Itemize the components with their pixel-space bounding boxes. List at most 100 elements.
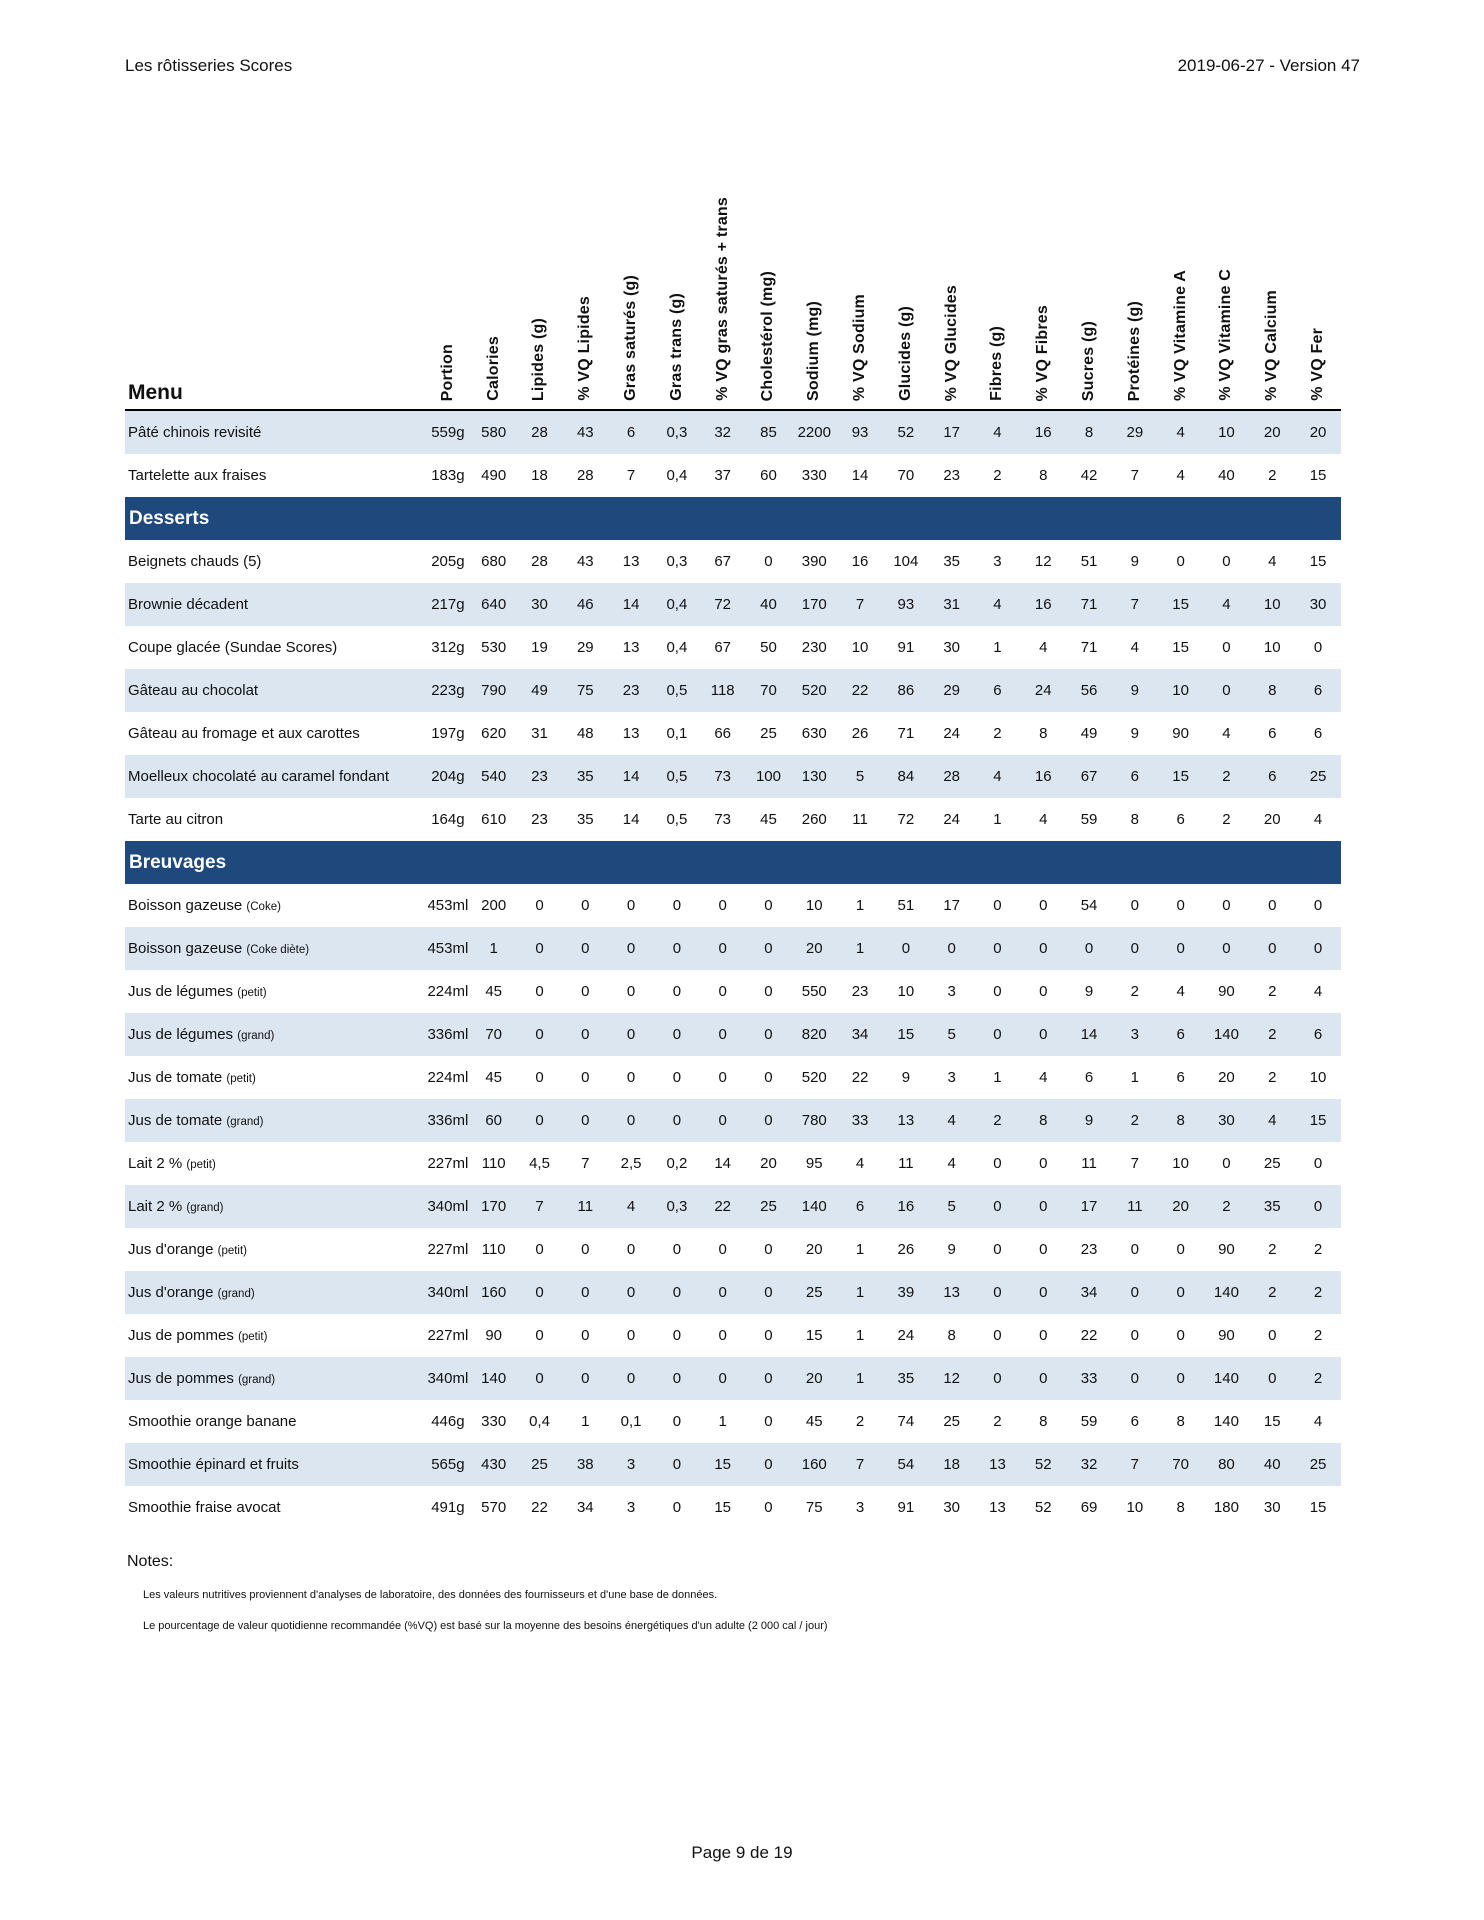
value-cell: 25	[745, 1185, 792, 1228]
value-cell: 73	[699, 755, 746, 798]
value-cell: 820	[791, 1013, 838, 1056]
value-cell: 4	[1130, 639, 1140, 656]
value-cell: 0	[1176, 1241, 1185, 1258]
value-cell: 5	[928, 1185, 975, 1228]
column-header: % VQ gras saturés + trans	[699, 172, 746, 411]
table-row: Jus de tomate (petit) 224ml 45 0 0 0 0 0 0 520 22 9…	[125, 1056, 1341, 1099]
value-cell: 30	[943, 1499, 960, 1516]
value-cell: 91	[897, 1499, 915, 1516]
value-cell: 67	[714, 639, 732, 656]
value-cell: 2	[1268, 467, 1277, 484]
value-cell: 0	[672, 1499, 682, 1516]
value-cell: 51	[897, 897, 915, 914]
value-cell: 15	[714, 1499, 732, 1516]
value-cell: 10	[1249, 583, 1296, 626]
menu-item-variant: (grand)	[237, 1030, 275, 1042]
value-cell: 9	[1084, 983, 1094, 1000]
value-cell: 2	[1249, 1013, 1296, 1056]
value-cell: 8	[1249, 669, 1296, 712]
value-cell: 90	[485, 1327, 503, 1344]
menu-item-variant: (grand)	[217, 1288, 255, 1300]
value-cell: 10	[1309, 1069, 1327, 1086]
value-cell: 0	[1157, 1357, 1204, 1400]
column-header: Calories	[470, 172, 517, 411]
value-cell: 160	[791, 1443, 838, 1486]
value-cell: 2	[993, 467, 1002, 484]
value-cell: 0	[626, 1327, 636, 1344]
document-title: Les rôtisseries Scores	[125, 56, 293, 75]
value-cell: 30	[1203, 1099, 1250, 1142]
column-header-label: Fibres (g)	[988, 326, 1006, 401]
value-cell: 197g	[431, 725, 465, 742]
value-cell: 0	[653, 1357, 700, 1400]
value-cell: 0	[699, 1357, 746, 1400]
value-cell: 18	[531, 467, 548, 484]
value-cell: 0	[699, 1013, 746, 1056]
value-cell: 0	[653, 1443, 700, 1486]
value-cell: 60	[470, 1099, 517, 1142]
value-cell: 0	[745, 1271, 792, 1314]
value-cell: 12	[1034, 553, 1052, 570]
value-cell: 13	[928, 1271, 975, 1314]
value-cell: 0	[718, 1241, 727, 1258]
value-cell: 0	[1157, 927, 1204, 970]
value-cell: 32	[1066, 1443, 1112, 1486]
value-cell: 29	[1111, 410, 1158, 454]
value-cell: 20	[1218, 1069, 1235, 1086]
menu-item-name: Tarte au citron	[128, 811, 224, 828]
value-cell: 5	[837, 755, 883, 798]
value-cell: 71	[1080, 639, 1098, 656]
page-number: Page 9 de 19	[691, 1843, 793, 1862]
value-cell: 0	[1020, 1357, 1067, 1400]
menu-item-name: Brownie décadent	[128, 596, 249, 613]
column-header: Sucres (g)	[1066, 172, 1112, 411]
menu-column-header: Menu	[125, 172, 425, 411]
value-cell: 30	[1263, 1499, 1281, 1516]
value-cell: 15	[1309, 553, 1327, 570]
value-cell: 0	[993, 897, 1002, 914]
value-cell: 7	[837, 583, 883, 626]
value-cell: 4	[608, 1185, 654, 1228]
value-cell: 13	[622, 639, 640, 656]
column-header: % VQ Fibres	[1020, 172, 1067, 411]
value-cell: 0	[764, 1499, 773, 1516]
value-cell: 40	[1249, 1443, 1296, 1486]
value-cell: 0	[653, 927, 700, 970]
value-cell: 446g	[431, 1413, 465, 1430]
value-cell: 6	[1176, 811, 1185, 828]
value-cell: 227ml	[427, 1327, 469, 1344]
value-cell: 1	[470, 927, 517, 970]
value-cell: 4	[1157, 410, 1204, 454]
value-cell: 0	[699, 1099, 746, 1142]
column-header: Gras trans (g)	[653, 172, 700, 411]
table-row: Coupe glacée (Sundae Scores) 312g 530 19 29 1…	[125, 626, 1341, 669]
value-cell: 336ml	[425, 1099, 471, 1142]
column-header-label: Lipides (g)	[530, 317, 548, 401]
value-cell: 28	[531, 553, 548, 570]
value-cell: 9	[901, 1069, 911, 1086]
value-cell: 0	[1222, 553, 1231, 570]
value-cell: 0,4	[529, 1413, 550, 1430]
menu-item-cell: Moelleux chocolaté au caramel fondant	[125, 755, 425, 798]
value-cell: 227ml	[427, 1155, 469, 1172]
value-cell: 0	[562, 1013, 609, 1056]
value-cell: 183g	[431, 467, 465, 484]
value-cell: 530	[481, 639, 507, 656]
menu-item-name: Gâteau au fromage et aux carottes	[128, 725, 360, 742]
value-cell: 40	[1218, 467, 1235, 484]
value-cell: 330	[801, 467, 827, 484]
value-cell: 104	[893, 553, 919, 570]
value-cell: 71	[1066, 583, 1112, 626]
value-cell: 0	[699, 927, 746, 970]
value-cell: 30	[516, 583, 563, 626]
value-cell: 630	[801, 725, 827, 742]
value-cell: 10	[1263, 639, 1281, 656]
value-cell: 18	[928, 1443, 975, 1486]
value-cell: 1	[837, 1271, 883, 1314]
value-cell: 66	[714, 725, 732, 742]
value-cell: 45	[485, 1069, 503, 1086]
value-cell: 0	[718, 1327, 727, 1344]
value-cell: 0	[626, 1241, 636, 1258]
value-cell: 0,5	[653, 755, 700, 798]
value-cell: 0,1	[620, 1413, 642, 1430]
